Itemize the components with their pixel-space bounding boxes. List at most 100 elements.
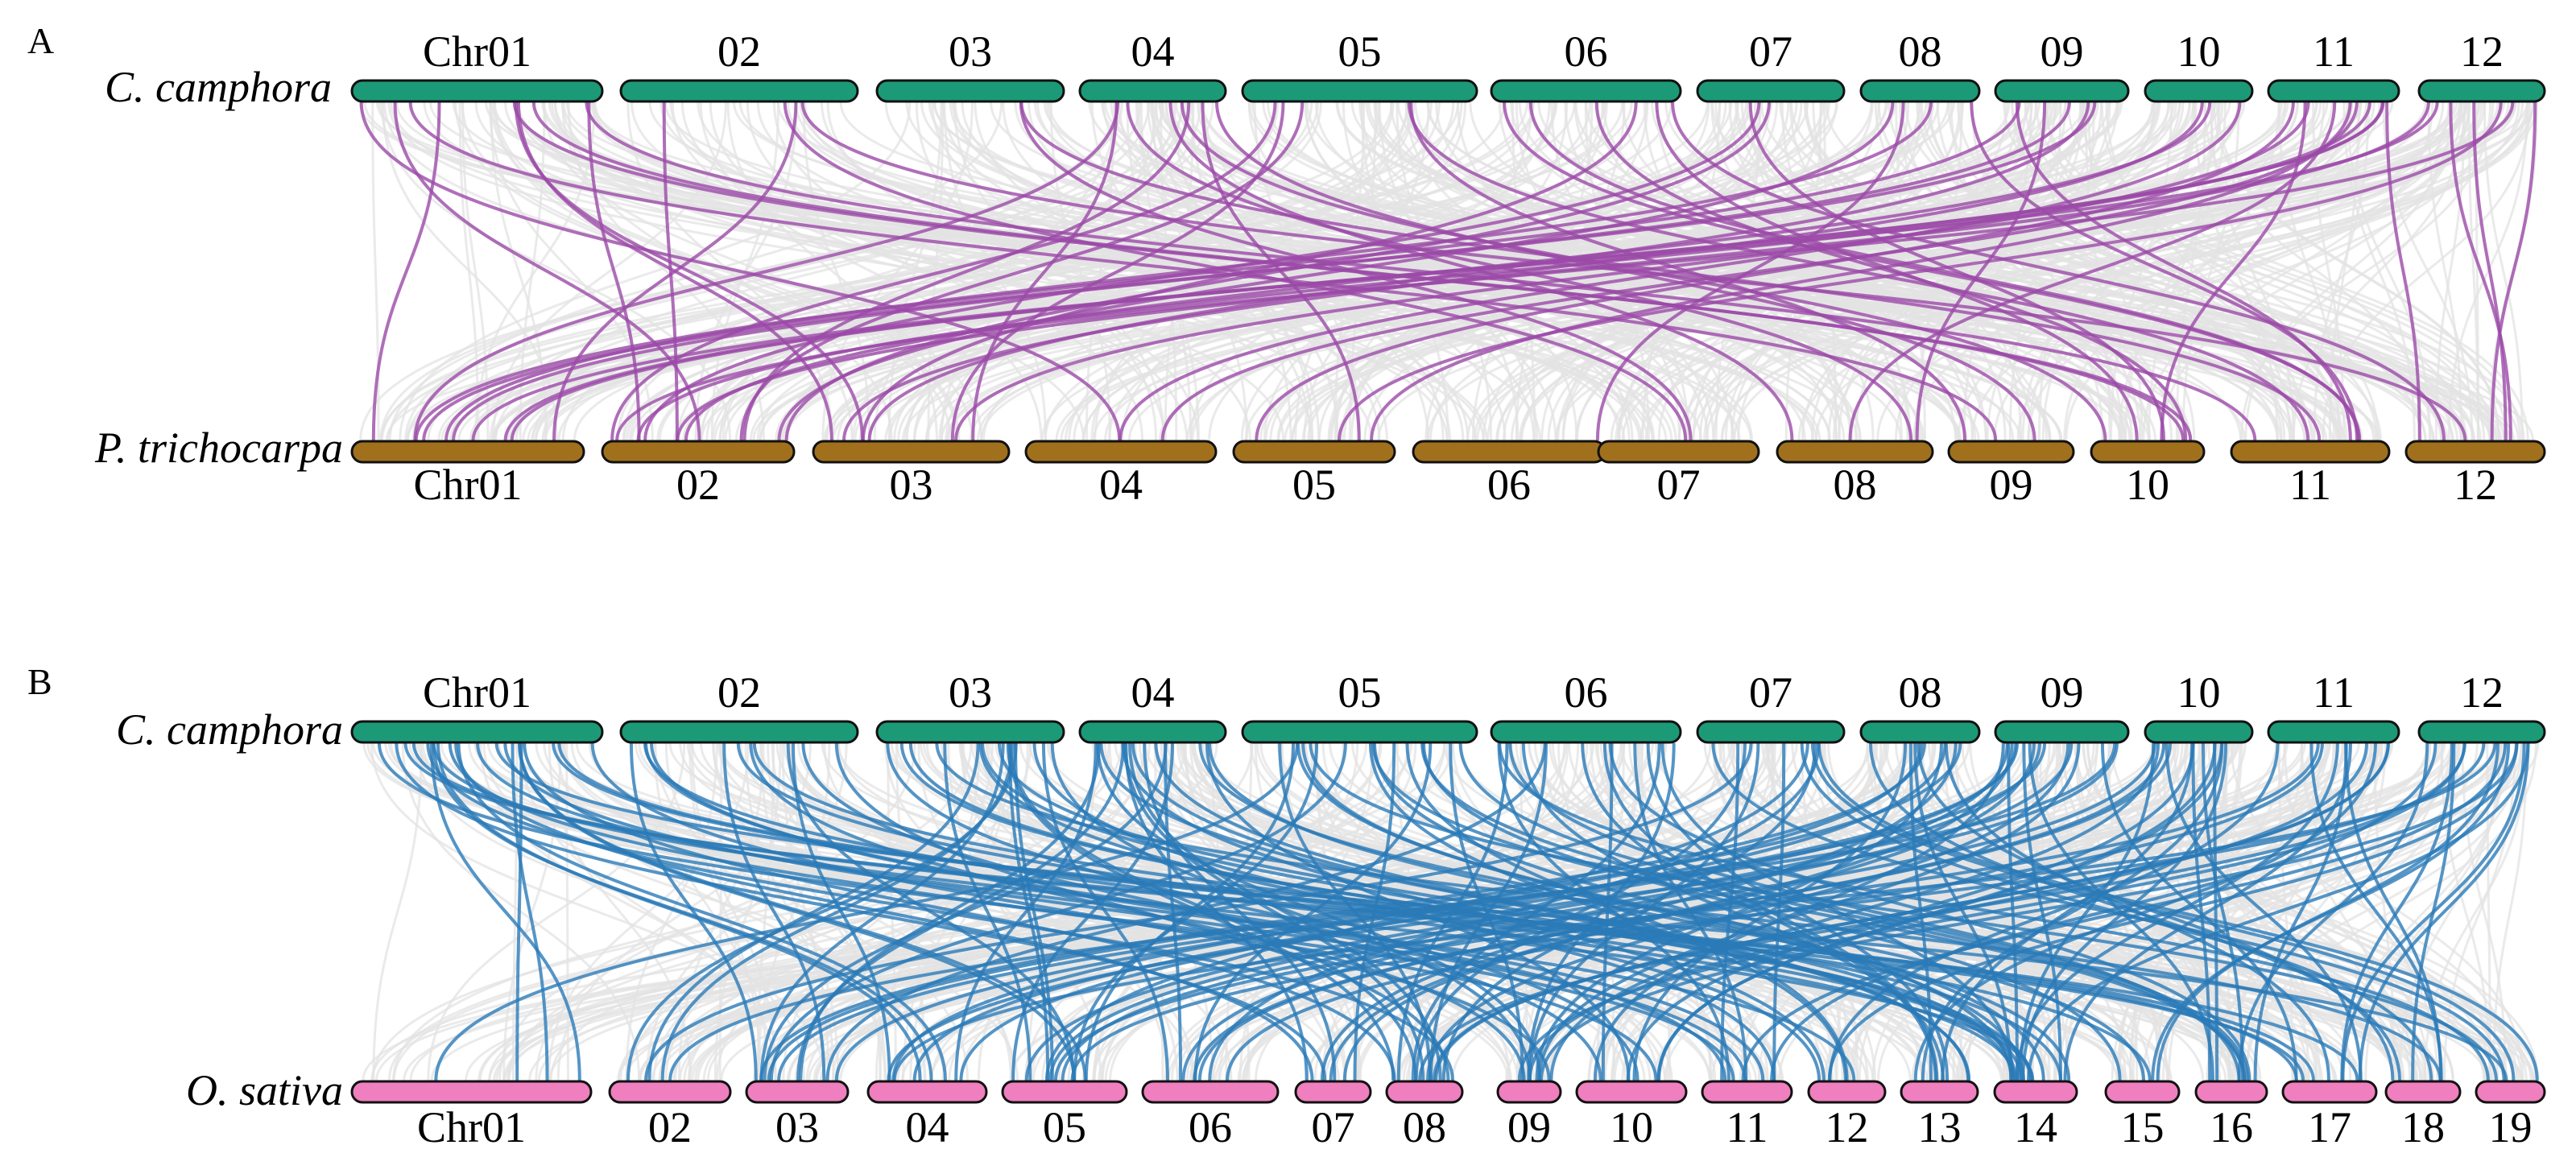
panel-a-background-link (1615, 101, 2463, 441)
panel-b-collinear-link (1720, 742, 1740, 1081)
panel-b-collinear-link (2022, 742, 2062, 1081)
panel-b-collinear-link (457, 742, 947, 1081)
panel-b-letter: B (27, 661, 52, 702)
panel-a-collinear-link (552, 101, 798, 441)
panel-b-bottom-chromosome-label-15: 15 (2121, 1103, 2165, 1151)
panel-a-collinear-link (1118, 101, 2242, 441)
panel-a-top-chromosome-6 (1490, 79, 1682, 103)
panel-b-bottom-chromosome-label-6: 06 (1189, 1103, 1232, 1151)
panel-a-collinear-link (1255, 101, 2295, 441)
panel-b-top-chromosome-label-2: 02 (717, 668, 761, 717)
panel-a-bottom-chromosome-label-3: 03 (890, 461, 933, 509)
panel-b-background-link (2276, 742, 2524, 1081)
panel-a-top-chromosome-label-2: 02 (717, 27, 761, 76)
panel-b-collinear-link (1913, 742, 2013, 1081)
panel-b-collinear-link (1581, 742, 1937, 1081)
panel-b-background-link (502, 742, 562, 1081)
panel-a-collinear-link (1594, 101, 2188, 441)
panel-b-top-chromosome-12 (2417, 720, 2546, 744)
panel-b-collinear-link (1309, 742, 2498, 1081)
panel-b-collinear-link (454, 742, 1314, 1081)
panel-a-background-link (2027, 101, 2221, 441)
panel-b-collinear-link (629, 742, 758, 1081)
panel-b-top-chromosome-label-12: 12 (2460, 668, 2504, 717)
panel-b-bottom-chromosome-label-7: 07 (1312, 1103, 1355, 1151)
panel-b-bottom-chromosome-label-18: 18 (2401, 1103, 2445, 1151)
panel-b-collinear-link (763, 742, 1168, 1081)
panel-b-bottom-chromosome-4 (866, 1080, 988, 1104)
panel-b-collinear-link (1414, 742, 1747, 1081)
panel-a-background-link (2100, 101, 2336, 441)
panel-b-top-chromosomes: Chr01 02 03 04 05 06 07 08 09 10 11 12 (350, 668, 2546, 744)
panel-a-top-chromosome-label-12: 12 (2460, 27, 2504, 76)
panel-b: B C. camphora O. sativa Chr01 02 03 04 05 06 0… (27, 661, 2546, 1151)
panel-a-background-link (1126, 101, 1200, 441)
panel-a-top-chromosome-label-8: 08 (1899, 27, 1942, 76)
panel-a-collinear-link (414, 101, 2021, 441)
panel-b-collinear-link (1549, 742, 2160, 1081)
panel-b-bottom-chromosomes: Chr01 02 03 04 05 06 07 08 09 10 11 12 13 14 15 16 17 18 1… (350, 1080, 2546, 1151)
panel-b-collinear-link (1181, 742, 2009, 1081)
panel-a-bottom-chromosome-label-5: 05 (1292, 461, 1336, 509)
panel-b-collinear-link (1014, 742, 1054, 1081)
panel-a-bottom-chromosome-4 (1024, 440, 1218, 464)
panel-b-collinear-link (494, 742, 2508, 1081)
panel-a-background-link (697, 101, 1643, 441)
panel-b-top-chromosome-1 (350, 720, 604, 744)
panel-b-top-chromosome-label-6: 06 (1565, 668, 1608, 717)
panel-a-collinear-link (510, 101, 2385, 441)
panel-b-collinear-link (1208, 742, 2071, 1081)
panel-b-collinear-link (886, 742, 1639, 1081)
panel-b-bottom-chromosome-3 (745, 1080, 850, 1104)
panel-a-collinear-link (1370, 101, 2352, 441)
panel-b-top-chromosome-label-5: 05 (1338, 668, 1382, 717)
panel-b-collinear-link (1608, 742, 2251, 1081)
panel-b-collinear-link (2165, 742, 2363, 1081)
panel-b-collinear-link (1660, 742, 2015, 1081)
panel-a-bottom-chromosome-label-10: 10 (2126, 461, 2169, 509)
panel-b-collinear-link (1741, 742, 2508, 1081)
panel-a-background-link (414, 101, 1003, 441)
panel-a-background-link (2160, 101, 2463, 441)
panel-b-collinear-link (2063, 742, 2352, 1081)
panel-b-bottom-chromosome-label-19: 19 (2489, 1103, 2533, 1151)
panel-b-background-link (547, 742, 750, 1081)
panel-a-background-link (490, 101, 961, 441)
panel-a-bottom-chromosome-6 (1412, 440, 1606, 464)
panel-b-collinear-link (1041, 742, 1169, 1081)
panel-b-top-chromosome-label-4: 04 (1131, 668, 1175, 717)
panel-a-background-link (1164, 101, 1631, 441)
panel-a-background-link (2328, 101, 2360, 441)
panel-b-collinear-link (1193, 742, 1433, 1081)
panel-b-collinear-link (1441, 742, 1817, 1081)
panel-b-bottom-chromosome-9 (1496, 1080, 1562, 1104)
panel-b-bottom-chromosome-label-8: 08 (1403, 1103, 1446, 1151)
panel-a-collinear-link (1168, 101, 1794, 441)
panel-b-top-chromosome-label-9: 09 (2041, 668, 2084, 717)
panel-b-background-link (767, 742, 887, 1081)
panel-a-background-link (2041, 101, 2198, 441)
panel-a-background-link (1644, 101, 2381, 441)
panel-a-bottom-chromosome-12 (2404, 440, 2546, 464)
panel-a-background-link (2342, 101, 2416, 441)
panel-a-bottom-chromosome-10 (2090, 440, 2206, 464)
panel-b-bottom-chromosome-label-14: 14 (2014, 1103, 2057, 1151)
panel-a-background-link (1805, 101, 2133, 441)
panel-b-bottom-chromosome-18 (2384, 1080, 2462, 1104)
panel-a-collinear-link (2472, 101, 2508, 441)
panel-b-collinear-link (1921, 742, 2224, 1081)
panel-a-bottom-chromosome-label-9: 09 (1990, 461, 2033, 509)
panel-a-collinear-link (676, 101, 2430, 441)
panel-a-bottom-chromosome-11 (2230, 440, 2391, 464)
panel-a-top-chromosome-label-6: 06 (1565, 27, 1608, 76)
panel-b-bottom-chromosome-label-16: 16 (2210, 1103, 2253, 1151)
panel-b-background-link (1329, 742, 2404, 1081)
panel-a-bottom-chromosomes: Chr01 02 03 04 05 06 07 08 09 10 11 12 (350, 440, 2546, 509)
panel-a-top-chromosome-label-11: 11 (2313, 27, 2355, 76)
panel-a-top-chromosome-label-7: 07 (1749, 27, 1792, 76)
panel-b-bottom-chromosome-10 (1575, 1080, 1688, 1104)
panel-b-top-species-label: C. camphora (116, 705, 343, 754)
panel-b-top-chromosome-label-10: 10 (2177, 668, 2221, 717)
panel-b-bottom-chromosome-label-17: 17 (2308, 1103, 2351, 1151)
panel-b-collinear-link (515, 742, 523, 1081)
